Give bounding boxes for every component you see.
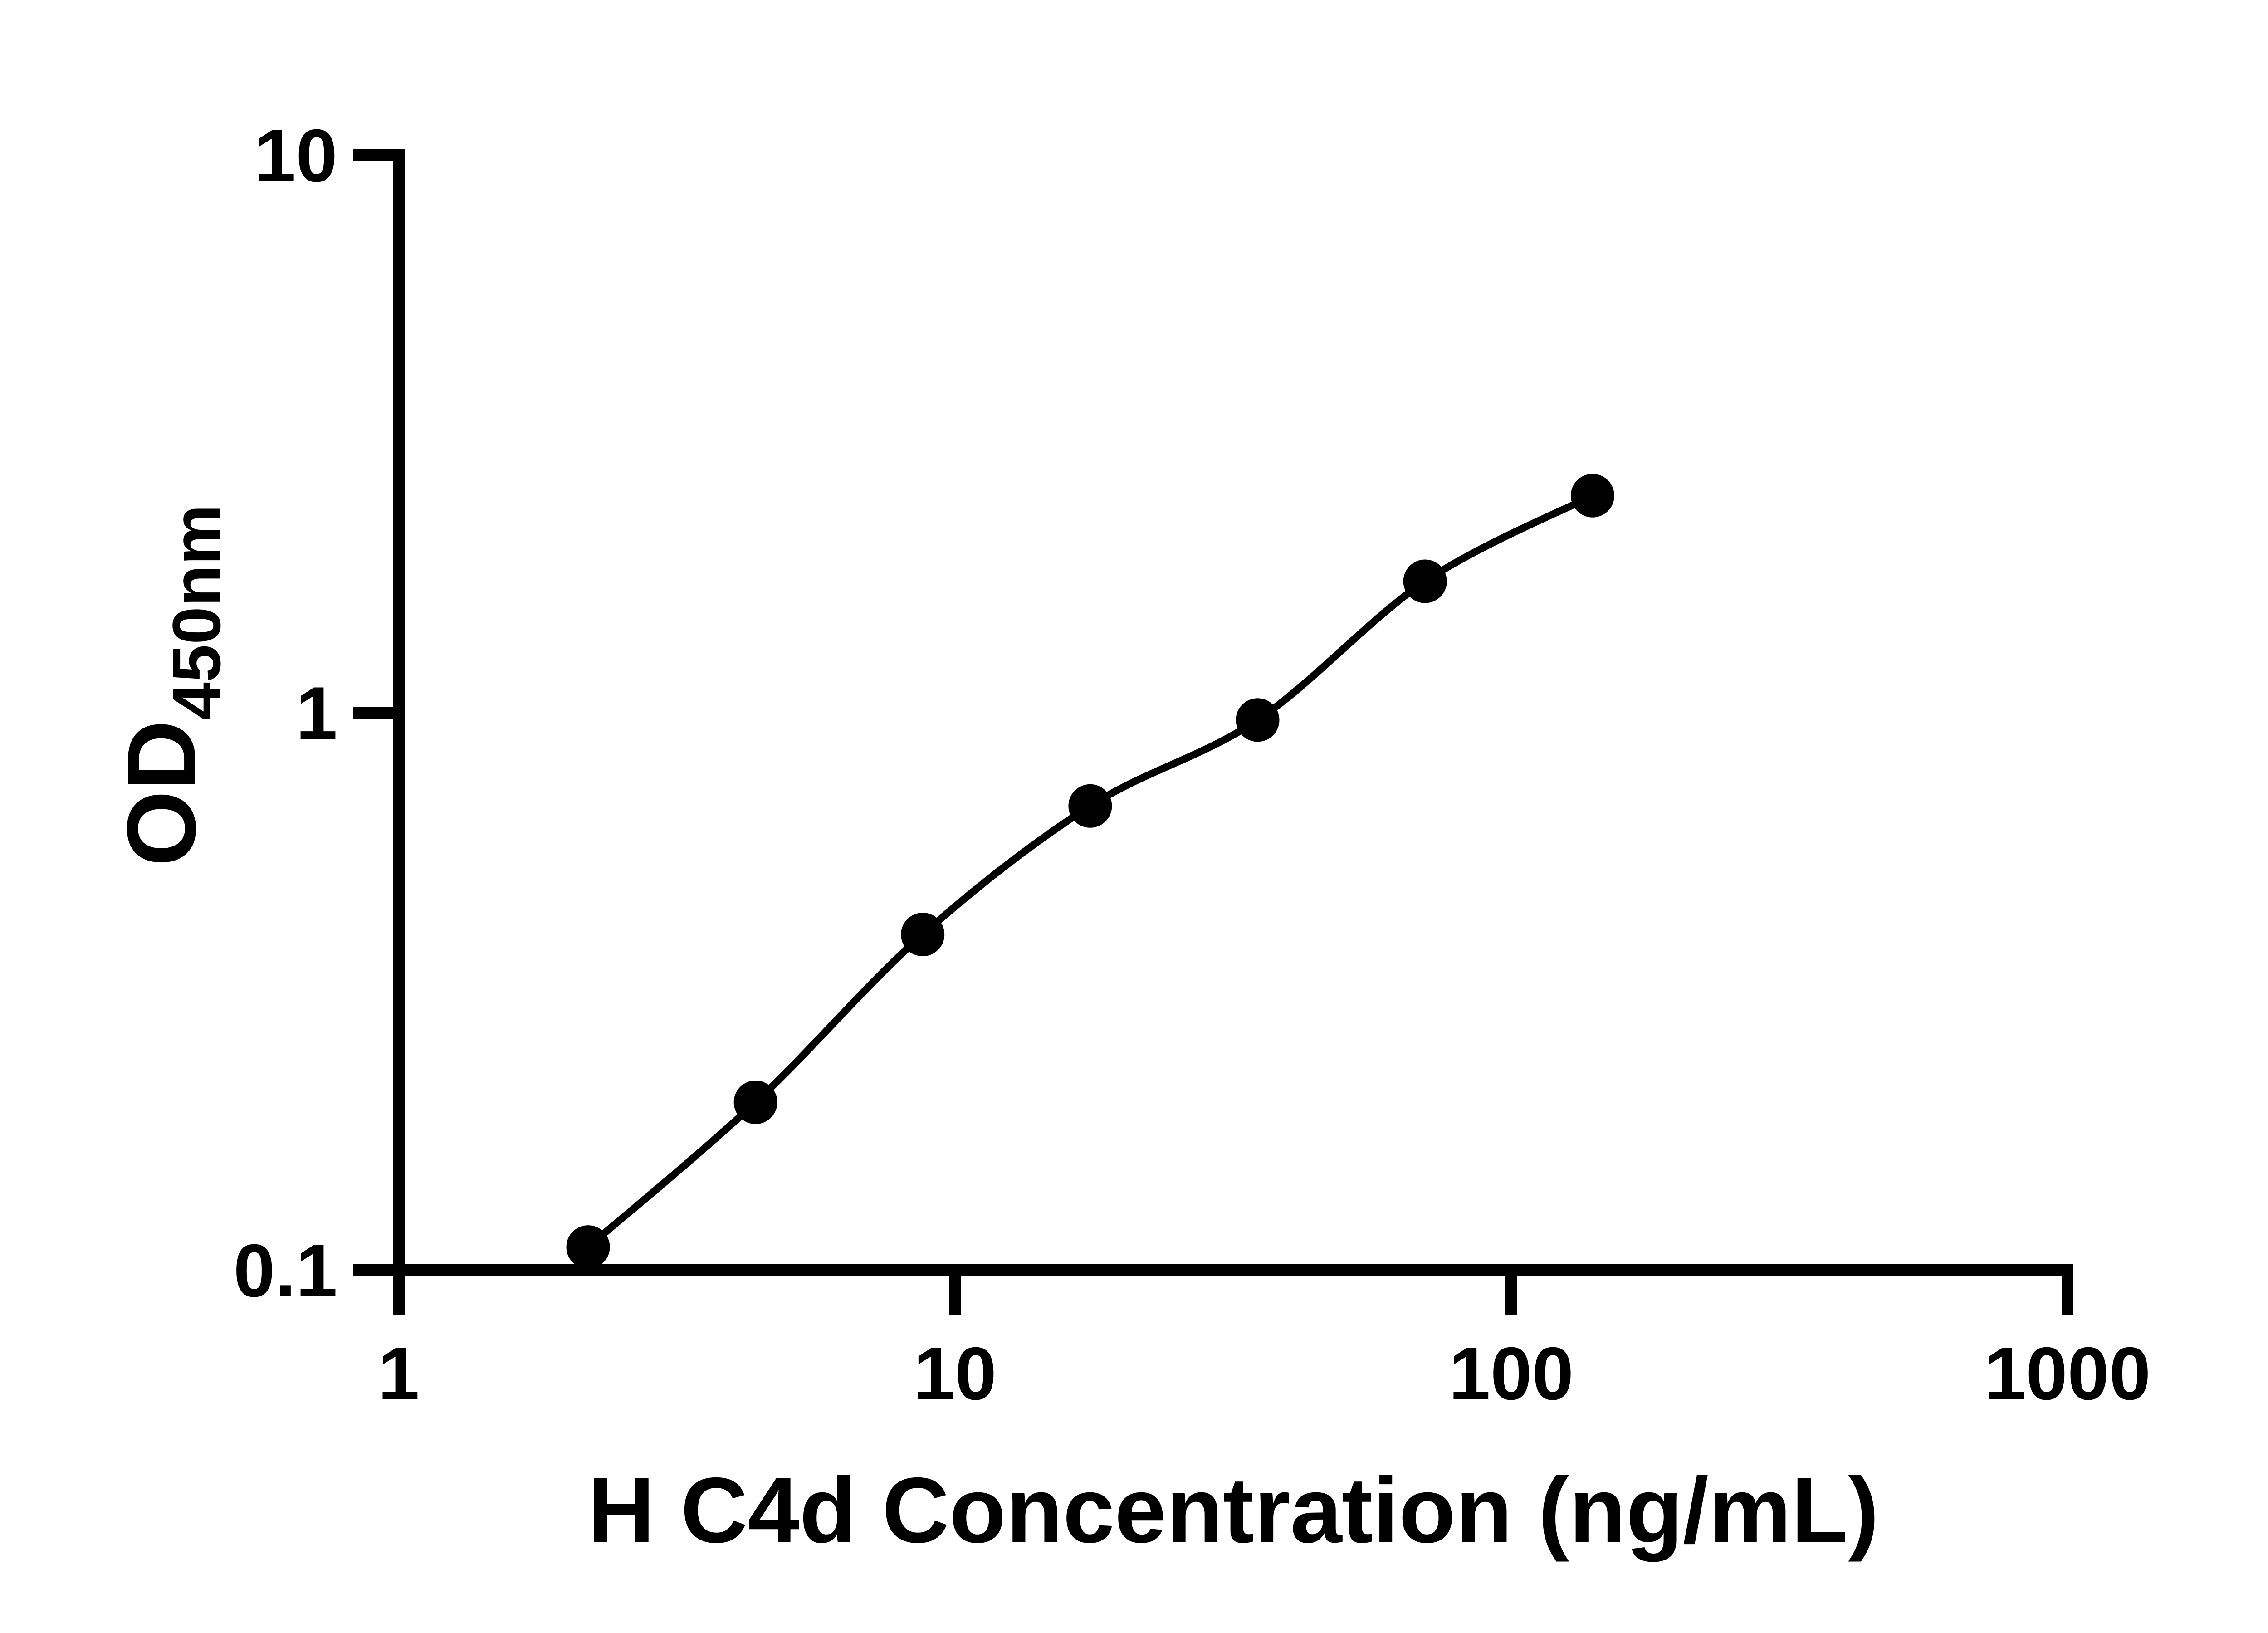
data-point bbox=[733, 1081, 777, 1124]
axis-lines bbox=[393, 149, 2073, 1276]
tick-labels-layer: 0.1 1 10 1 10 100 1000 bbox=[234, 114, 2151, 1415]
x-axis-tick-label: 1000 bbox=[1984, 1332, 2151, 1415]
ticks-layer bbox=[353, 149, 2073, 1315]
x-axis-tick-label: 10 bbox=[914, 1332, 997, 1415]
data-point bbox=[901, 913, 945, 957]
y-axis-tick-label: 1 bbox=[296, 671, 337, 755]
y-axis-title-main: OD bbox=[107, 720, 216, 867]
y-axis-title-subscript: 450nm bbox=[158, 504, 235, 720]
x-axis-title: H C4d Concentration (ng/mL) bbox=[587, 1458, 1879, 1562]
series-layer bbox=[566, 474, 1614, 1269]
fit-curve bbox=[584, 492, 1596, 1251]
axes-layer bbox=[393, 149, 2073, 1276]
y-axis-tick-label: 0.1 bbox=[234, 1229, 337, 1312]
data-point bbox=[1068, 784, 1112, 828]
x-axis-tick-label: 100 bbox=[1449, 1332, 1574, 1415]
data-point bbox=[1236, 698, 1280, 742]
y-axis-tick-label: 10 bbox=[254, 114, 337, 197]
x-axis-tick-label: 1 bbox=[378, 1332, 420, 1415]
data-point bbox=[566, 1225, 610, 1269]
data-point bbox=[1403, 559, 1447, 603]
y-axis-title: OD450nm bbox=[107, 504, 235, 866]
data-point bbox=[1570, 474, 1614, 518]
